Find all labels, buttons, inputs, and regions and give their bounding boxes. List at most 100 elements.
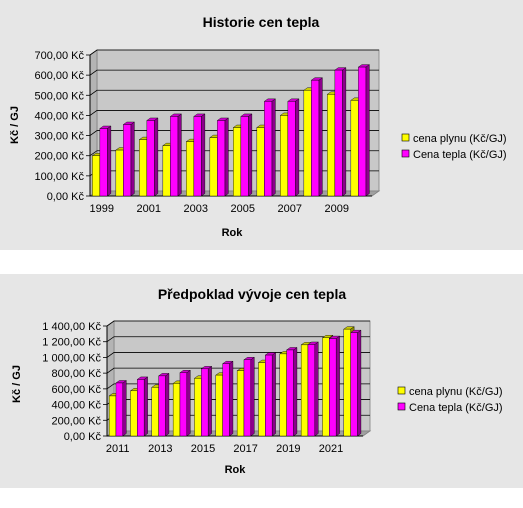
bar-side — [365, 64, 370, 197]
bar — [108, 395, 117, 437]
bar-side — [186, 369, 191, 437]
bar — [193, 116, 202, 197]
x-axis-label: Rok — [225, 464, 247, 476]
y-tick-label: 600,00 Kč — [34, 70, 84, 82]
y-tick-label: 1 200,00 Kč — [42, 337, 101, 349]
bar — [201, 368, 209, 437]
bar — [137, 379, 145, 437]
y-tick-label: 200,00 Kč — [51, 415, 101, 427]
chart-history: Historie cen tepla Rok Kč / GJ 0,00 Kč 10… — [9, 14, 507, 239]
bar — [162, 145, 171, 197]
legend-label: cena plynu (Kč/GJ) — [413, 133, 507, 145]
x-tick-label: 2007 — [278, 203, 302, 215]
x-tick-label: 2019 — [276, 443, 300, 455]
x-tick-label: 2003 — [184, 203, 208, 215]
gridline — [106, 320, 370, 327]
gridline — [89, 49, 379, 56]
chart-panel-history: Historie cen tepla Rok Kč / GJ 0,00 Kč 10… — [0, 0, 523, 250]
bar-side — [250, 356, 255, 437]
bar — [186, 141, 195, 197]
bar-side — [295, 98, 300, 197]
bar-side — [293, 347, 298, 437]
bar — [350, 100, 359, 197]
bar-side — [271, 352, 276, 437]
y-tick-label: 0,00 Kč — [64, 431, 102, 443]
bar-side — [271, 98, 276, 197]
x-tick-label: 2011 — [106, 443, 130, 455]
bar — [264, 101, 273, 197]
bar — [303, 90, 312, 197]
bar — [265, 354, 273, 437]
bar — [170, 116, 179, 197]
bar-side — [314, 341, 319, 437]
x-tick-label: 2013 — [148, 443, 172, 455]
bar — [256, 127, 265, 197]
bar — [139, 139, 148, 197]
bar — [280, 115, 289, 197]
bar — [343, 328, 351, 437]
bar — [158, 375, 166, 437]
bar — [172, 383, 181, 437]
y-tick-label: 400,00 Kč — [34, 110, 84, 122]
x-tick-label: 2005 — [231, 203, 255, 215]
bar-side — [207, 365, 212, 437]
chart-title: Předpoklad vývoje cen tepla — [158, 286, 347, 302]
gridline — [106, 336, 370, 343]
bar-side — [248, 113, 253, 197]
y-tick-label: 600,00 Kč — [51, 384, 101, 396]
bar — [151, 387, 159, 437]
legend-swatch — [401, 133, 410, 142]
bar — [307, 344, 315, 437]
chart-forecast: Předpoklad vývoje cen tepla Rok Kč / GJ … — [11, 286, 503, 476]
bar — [329, 338, 337, 437]
bar-side — [154, 117, 159, 197]
bar — [123, 124, 132, 197]
y-tick-label: 500,00 Kč — [34, 90, 84, 102]
y-tick-label: 400,00 Kč — [51, 400, 101, 412]
bar — [217, 120, 226, 197]
y-tick-label: 1 000,00 Kč — [42, 352, 101, 364]
bar — [350, 332, 358, 437]
bar-side — [342, 67, 347, 197]
bar-side — [122, 380, 127, 437]
x-tick-label: 2001 — [137, 203, 161, 215]
bar — [258, 362, 266, 437]
bar — [358, 66, 367, 197]
bar — [179, 372, 187, 437]
bar — [215, 374, 223, 437]
bar — [286, 349, 294, 437]
y-tick-label: 100,00 Kč — [34, 171, 84, 183]
x-axis-label: Rok — [222, 227, 244, 239]
bar — [194, 378, 202, 437]
y-tick-label: 700,00 Kč — [34, 50, 84, 62]
bar — [99, 128, 108, 197]
x-tick-label: 2015 — [191, 443, 215, 455]
legend-label: Cena tepla (Kč/GJ) — [413, 149, 507, 161]
bar-side — [224, 117, 229, 197]
x-tick-label: 1999 — [90, 203, 114, 215]
bar — [115, 149, 124, 197]
bar — [130, 390, 138, 437]
y-tick-label: 200,00 Kč — [34, 151, 84, 163]
bar — [311, 79, 320, 197]
bar — [236, 370, 245, 437]
bar-side — [107, 125, 112, 197]
y-tick-label: 1 400,00 Kč — [42, 321, 101, 333]
y-axis-label: Kč / GJ — [9, 106, 21, 144]
y-tick-label: 300,00 Kč — [34, 131, 84, 143]
chart-panel-forecast: Předpoklad vývoje cen tepla Rok Kč / GJ … — [0, 274, 523, 488]
bar-side — [335, 335, 340, 437]
bar — [222, 363, 230, 437]
bar — [287, 101, 296, 197]
x-tick-label: 2021 — [319, 443, 343, 455]
gridline — [89, 110, 379, 116]
legend-swatch — [397, 402, 406, 411]
y-tick-label: 800,00 Kč — [51, 368, 101, 380]
bar — [146, 120, 155, 197]
y-tick-label: 0,00 Kč — [47, 191, 85, 203]
gridline — [89, 89, 379, 96]
x-tick-label: 2017 — [233, 443, 257, 455]
bar — [209, 137, 218, 197]
legend-label: cena plynu (Kč/GJ) — [409, 386, 503, 398]
bar — [334, 69, 343, 197]
